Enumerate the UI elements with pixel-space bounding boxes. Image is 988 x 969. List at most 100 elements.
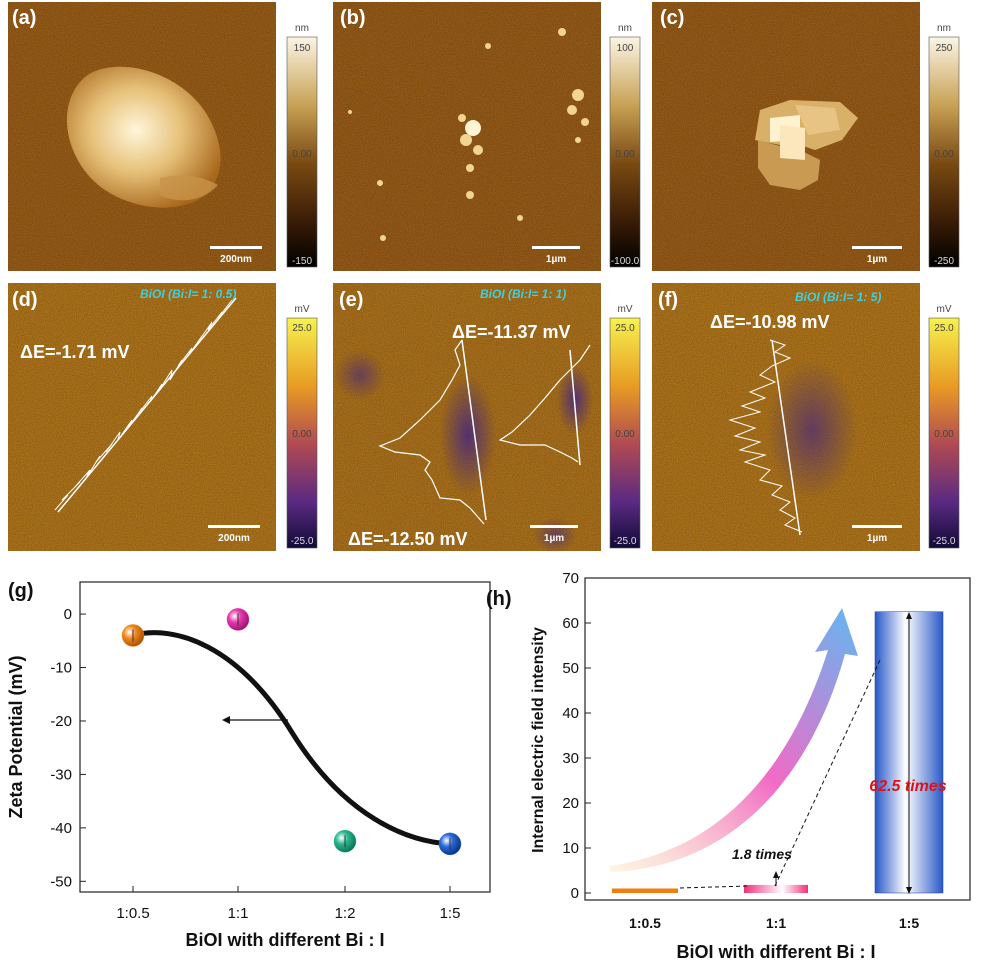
panel-label: (g) bbox=[8, 580, 34, 602]
panel-label: (b) bbox=[340, 7, 366, 29]
x-tick-label: 1:1 bbox=[766, 915, 786, 931]
panel-label: (f) bbox=[658, 289, 678, 311]
plot-frame bbox=[584, 577, 971, 901]
delta-e-label: ΔE=-11.37 mV bbox=[452, 322, 571, 342]
scale-bar bbox=[208, 525, 260, 528]
scale-bar-label: 1µm bbox=[867, 533, 887, 544]
colorbar-min: -100.0 bbox=[611, 256, 640, 267]
annotation-1-8-times: 1.8 times bbox=[732, 846, 792, 862]
x-axis-label: BiOI with different Bi : I bbox=[186, 930, 385, 950]
scale-bar-label: 200nm bbox=[220, 254, 252, 265]
colorbar-mid: 0.00 bbox=[292, 429, 312, 440]
colorbar-d: mV 25.0 0.00 -25.0 bbox=[286, 304, 318, 549]
y-tick-label: 0 bbox=[571, 885, 579, 902]
y-tick-label: 60 bbox=[562, 615, 579, 632]
y-axis-label: Internal electric field intensity bbox=[530, 627, 547, 853]
scale-bar-label: 200nm bbox=[218, 533, 250, 544]
scale-bar bbox=[210, 246, 262, 249]
y-tick-label: -10 bbox=[50, 660, 72, 677]
colorbar-unit: nm bbox=[618, 23, 632, 34]
y-tick-label: 10 bbox=[562, 840, 579, 857]
line-profile bbox=[461, 339, 487, 521]
colorbar-mid: 0.00 bbox=[292, 149, 312, 160]
y-tick-label: -20 bbox=[50, 713, 72, 730]
y-axis-label: Zeta Potential (mV) bbox=[6, 655, 26, 818]
bar bbox=[612, 888, 678, 893]
x-tick-label: 1:1 bbox=[228, 905, 249, 922]
y-tick-label: -30 bbox=[50, 766, 72, 783]
afm-panel-a: (a) 200nm bbox=[8, 2, 276, 271]
x-tick-label: 1:5 bbox=[899, 915, 919, 931]
sample-label: BiOI (Bi:I= 1: 0.5) bbox=[140, 287, 236, 301]
sample-label: BiOI (Bi:I= 1: 1) bbox=[480, 287, 566, 301]
colorbar-mid: 0.00 bbox=[615, 149, 635, 160]
y-tick-label: 70 bbox=[562, 570, 579, 587]
afm-panel-c: (c) 1µm bbox=[652, 2, 920, 271]
annotation-62-5-times: 62.5 times bbox=[869, 778, 946, 795]
potential-trace bbox=[378, 339, 485, 525]
y-tick-label: 20 bbox=[562, 795, 579, 812]
panel-label: (e) bbox=[339, 289, 363, 311]
scale-bar bbox=[852, 246, 902, 249]
x-tick-label: 1:2 bbox=[335, 905, 356, 922]
x-tick-label: 1:0.5 bbox=[629, 915, 661, 931]
potential-trace bbox=[54, 299, 233, 511]
x-tick-label: 1:0.5 bbox=[116, 905, 149, 922]
colorbar-max: 150 bbox=[294, 43, 311, 54]
colorbar-unit: nm bbox=[295, 23, 309, 34]
colorbar-e: mV 25.0 0.00 -25.0 bbox=[609, 304, 641, 549]
y-tick-label: -40 bbox=[50, 820, 72, 837]
delta-e-label: ΔE=-10.98 mV bbox=[710, 312, 830, 332]
kpfm-panel-f: (f) BiOI (Bi:I= 1: 5) ΔE=-10.98 mV 1µm bbox=[652, 283, 920, 551]
colorbar-max: 25.0 bbox=[615, 323, 635, 334]
potential-trace bbox=[728, 339, 803, 533]
colorbar-min: -25.0 bbox=[933, 536, 956, 547]
colorbar-max: 25.0 bbox=[934, 323, 954, 334]
delta-e-label: ΔE=-12.50 mV bbox=[348, 529, 468, 549]
panel-label: (c) bbox=[660, 7, 684, 29]
particle-clusters bbox=[348, 28, 589, 241]
x-axis-label: BiOI with different Bi : I bbox=[677, 942, 876, 962]
colorbar-max: 250 bbox=[936, 43, 953, 54]
plot-frame bbox=[79, 581, 491, 893]
y-tick-label: -50 bbox=[50, 873, 72, 890]
y-tick-label: 30 bbox=[562, 750, 579, 767]
line-profile bbox=[771, 339, 801, 536]
delta-e-label: ΔE=-1.71 mV bbox=[20, 342, 130, 362]
colorbar-min: -25.0 bbox=[291, 536, 314, 547]
kpfm-panel-e: (e) BiOI (Bi:I= 1: 1) ΔE=-11.37 mV ΔE=-1… bbox=[333, 283, 601, 553]
panel-label: (d) bbox=[12, 289, 38, 311]
colorbar-unit: mV bbox=[618, 304, 633, 315]
scale-bar bbox=[532, 246, 580, 249]
colorbar-mid: 0.00 bbox=[615, 429, 635, 440]
colorbar-mid: 0.00 bbox=[934, 429, 954, 440]
colorbar-min: -150 bbox=[292, 256, 312, 267]
colorbar-unit: mV bbox=[295, 304, 310, 315]
colorbar-max: 100 bbox=[617, 43, 634, 54]
colorbar-unit: nm bbox=[937, 23, 951, 34]
scale-bar-label: 1µm bbox=[546, 254, 566, 265]
x-tick-label: 1:5 bbox=[440, 905, 461, 922]
panel-label: (h) bbox=[486, 588, 512, 610]
sample-label: BiOI (Bi:I= 1: 5) bbox=[795, 290, 881, 304]
electric-field-chart: (h) 0 10 20 30 40 50 60 70 1:0.5 1:1 1:5 1.8 time… bbox=[486, 570, 971, 962]
panel-label: (a) bbox=[12, 7, 36, 29]
trend-line bbox=[132, 630, 451, 847]
particle-shape bbox=[66, 66, 221, 208]
colorbar-unit: mV bbox=[937, 304, 952, 315]
colorbar-min: -25.0 bbox=[614, 536, 637, 547]
y-tick-label: 0 bbox=[64, 606, 72, 623]
line-profile bbox=[57, 297, 237, 513]
colorbar-mid: 0.00 bbox=[934, 149, 954, 160]
colorbar-a: nm 150 0.00 -150 bbox=[286, 23, 318, 268]
scale-bar bbox=[530, 525, 578, 528]
kpfm-panel-d: (d) BiOI (Bi:I= 1: 0.5) ΔE=-1.71 mV 200n… bbox=[8, 283, 276, 551]
bar bbox=[744, 884, 808, 893]
zeta-potential-chart: (g) 0 -10 -20 -30 -40 -50 1:0.5 1:1 1:2 1:5 BiOI… bbox=[6, 580, 491, 950]
scale-bar-label: 1µm bbox=[544, 533, 564, 544]
colorbar-f: mV 25.0 0.00 -25.0 bbox=[928, 304, 960, 549]
direction-arrow bbox=[222, 716, 288, 724]
trend-arrow bbox=[610, 608, 858, 872]
scale-bar bbox=[852, 525, 902, 528]
